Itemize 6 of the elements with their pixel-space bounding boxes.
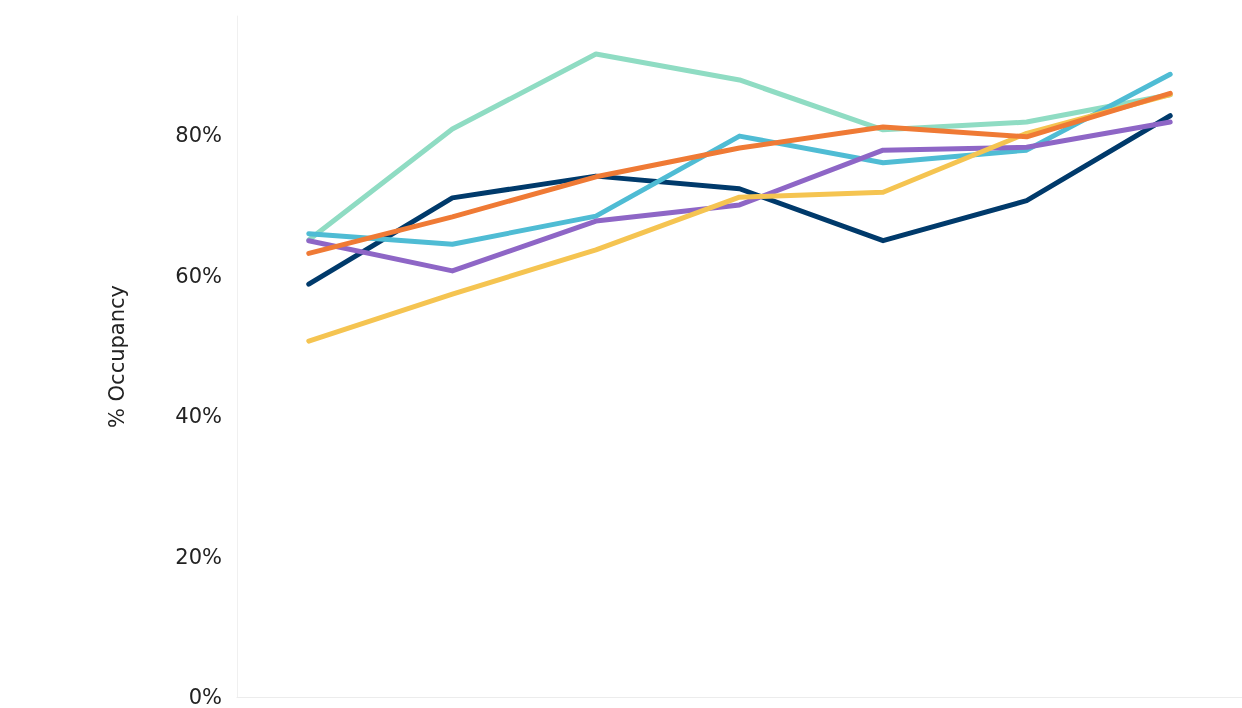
y-tick-label: 0% [188,685,222,708]
y-tick-label: 80% [175,123,222,148]
y-tick-label: 40% [175,404,222,429]
y-axis-title: % Occupancy [104,285,129,429]
y-tick-label: 60% [175,263,222,288]
y-tick-label: 20% [175,544,222,569]
